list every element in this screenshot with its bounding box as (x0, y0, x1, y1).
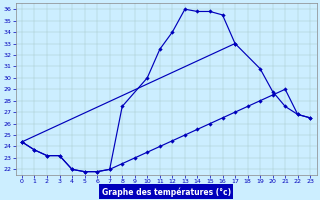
X-axis label: Graphe des températures (°c): Graphe des températures (°c) (101, 187, 231, 197)
